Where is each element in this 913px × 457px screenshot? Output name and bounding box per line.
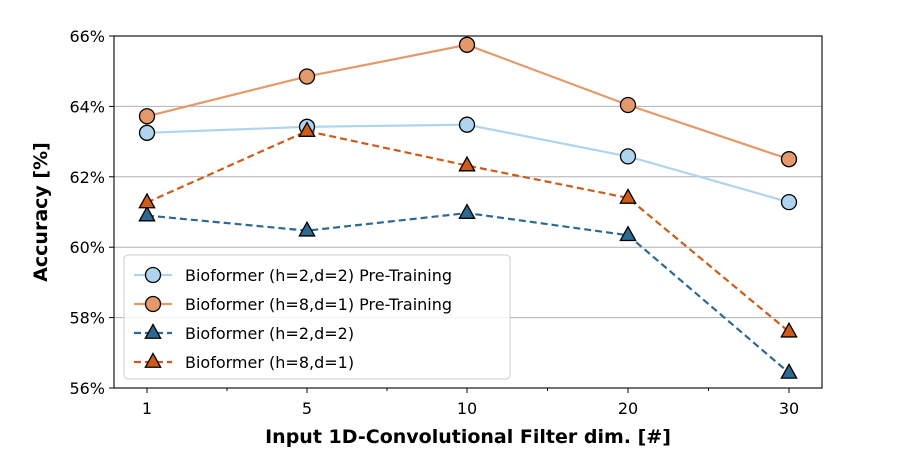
y-axis-label: Accuracy [%]	[30, 142, 52, 282]
x-tick-label: 5	[302, 399, 312, 418]
x-tick-label: 30	[779, 399, 799, 418]
y-tick-label: 56%	[69, 379, 105, 398]
y-tick-label: 66%	[69, 27, 105, 46]
legend-label: Bioformer (h=2,d=2)	[185, 324, 354, 343]
axes: 56% 58% 60% 62% 64% 66% 1 5 10 20 30	[69, 27, 799, 418]
data-point	[458, 203, 476, 219]
data-point	[298, 68, 316, 85]
legend-label: Bioformer (h=2,d=2) Pre-Training	[185, 266, 452, 285]
series-line	[146, 129, 790, 333]
series-group	[138, 36, 798, 379]
data-point	[138, 192, 156, 209]
data-point	[619, 148, 637, 165]
series-4	[138, 121, 798, 338]
y-tick-label: 62%	[69, 168, 105, 187]
plot-frame	[113, 35, 823, 389]
y-tick-label: 64%	[69, 97, 105, 116]
data-point	[780, 321, 798, 338]
series-line	[146, 43, 790, 161]
data-point	[298, 220, 316, 237]
y-tick-label: 60%	[69, 238, 105, 257]
x-tick-label: 1	[142, 399, 152, 418]
legend-label: Bioformer (h=8,d=1)	[185, 353, 354, 372]
legend: Bioformer (h=2,d=2) Pre-Training Bioforme…	[123, 254, 511, 380]
data-point	[298, 121, 316, 137]
data-point	[619, 96, 637, 114]
data-point	[458, 36, 476, 53]
data-point	[780, 363, 798, 379]
data-point	[138, 124, 156, 141]
legend-marker	[144, 295, 162, 313]
legend-marker	[144, 352, 162, 368]
legend-label: Bioformer (h=8,d=1) Pre-Training	[185, 295, 452, 314]
data-point	[619, 188, 637, 204]
x-tick-label: 10	[457, 399, 477, 418]
series-2	[138, 36, 798, 168]
y-tick-label: 58%	[69, 309, 105, 328]
legend-box	[123, 254, 511, 380]
data-point	[458, 155, 476, 172]
data-point	[458, 116, 476, 133]
data-point	[780, 193, 798, 211]
legend-marker	[144, 323, 162, 339]
x-tick-label: 20	[618, 399, 638, 418]
legend-marker	[144, 266, 162, 284]
data-point	[619, 225, 637, 242]
series-3	[138, 203, 798, 379]
data-point	[780, 151, 798, 168]
series-1	[138, 116, 798, 211]
data-point	[138, 108, 156, 125]
x-axis-label: Input 1D-Convolutional Filter dim. [#]	[265, 426, 671, 448]
data-point	[138, 205, 156, 222]
